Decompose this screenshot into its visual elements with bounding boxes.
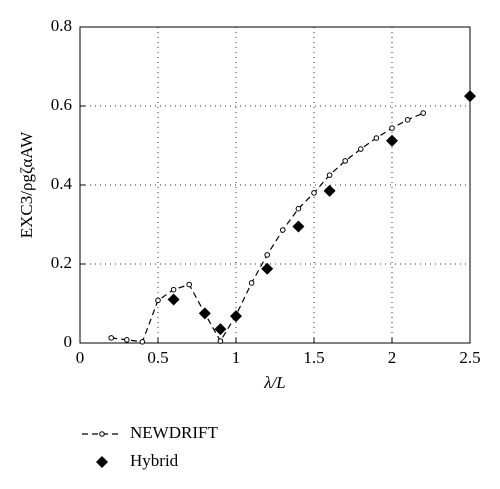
data-point: [386, 134, 398, 147]
x-axis-label: λ/L: [263, 373, 286, 392]
x-tick-label: 0.5: [147, 348, 168, 367]
data-point: [108, 335, 114, 341]
y-tick-label: 0.2: [51, 253, 72, 272]
data-point: [420, 110, 427, 116]
y-tick-label: 0.8: [51, 16, 72, 35]
data-point: [170, 286, 177, 293]
data-point: [217, 338, 224, 344]
x-tick-label: 2: [388, 348, 397, 367]
legend-label: Hybrid: [130, 451, 179, 470]
x-tick-label: 0: [76, 348, 85, 367]
data-point: [214, 323, 227, 336]
x-tick-label: 1: [232, 348, 241, 367]
data-point: [261, 262, 274, 275]
data-point: [326, 172, 333, 178]
data-point: [139, 339, 146, 345]
y-axis-label: EXC3/ρgζαAW: [17, 131, 36, 238]
data-point: [342, 158, 349, 164]
data-point: [373, 135, 380, 141]
plot-frame: [79, 26, 471, 344]
data-point: [167, 293, 180, 306]
x-tick-label: 1.5: [303, 348, 324, 367]
data-point: [230, 310, 242, 323]
legend-marker: [99, 431, 105, 437]
data-point: [295, 205, 302, 212]
y-tick-label: 0.4: [51, 174, 73, 193]
data-point: [464, 90, 476, 103]
data-point: [404, 117, 411, 123]
data-point: [280, 227, 286, 233]
legend-label: NEWDRIFT: [130, 423, 218, 442]
y-tick-label: 0.6: [51, 95, 72, 114]
data-point: [323, 184, 336, 197]
data-point: [198, 307, 211, 320]
data-point: [292, 220, 305, 233]
data-point: [389, 125, 395, 131]
x-tick-label: 2.5: [459, 348, 480, 367]
data-point: [264, 252, 271, 258]
data-point: [358, 146, 364, 152]
y-tick-label: 0: [64, 332, 73, 351]
data-point: [155, 297, 161, 304]
legend-marker: [96, 456, 108, 468]
data-point: [311, 190, 317, 196]
data-point: [248, 280, 255, 286]
data-point: [186, 281, 192, 288]
data-point: [124, 337, 130, 343]
